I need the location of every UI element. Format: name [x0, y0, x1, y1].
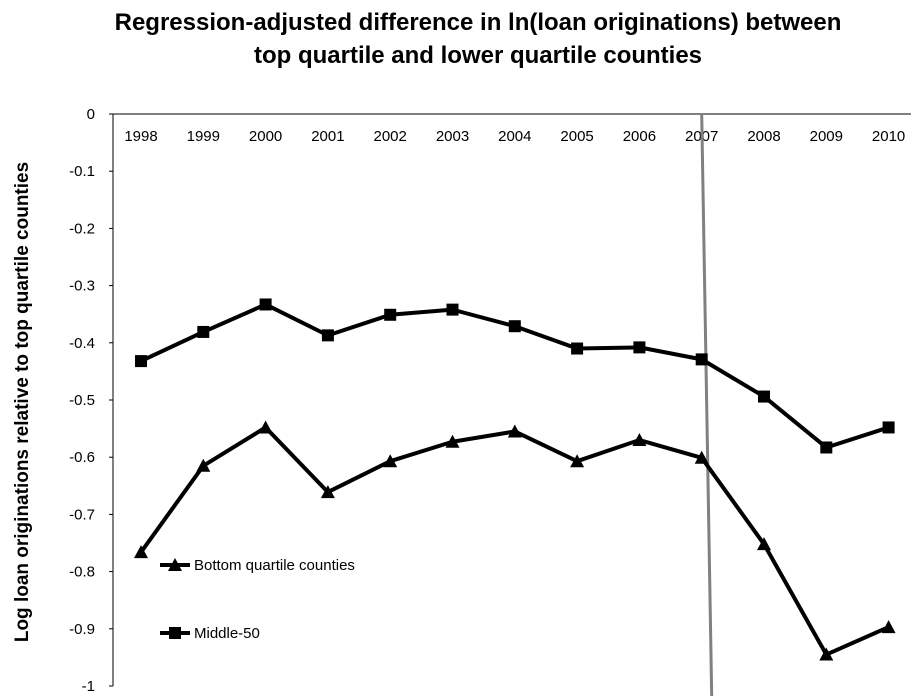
data-point-triangle: [507, 424, 522, 438]
legend-label: Bottom quartile counties: [194, 557, 355, 574]
data-point-triangle: [881, 620, 896, 634]
series-line-bottom-quartile: [139, 425, 890, 657]
data-point-triangle: [632, 433, 647, 447]
y-tick-label: -0.9: [69, 621, 95, 638]
plot-area: 0 -0.1 -0.2 -0.3 -0.4 -0.5 -0.6 -0.7 -0.8 -0.9 -1 1…: [69, 106, 911, 696]
y-tick-label: -0.4: [69, 335, 95, 352]
chart-title-line-1: Regression-adjusted difference in ln(loa…: [115, 9, 842, 36]
data-point-triangle: [196, 458, 211, 472]
x-tick-label: 2005: [560, 128, 593, 145]
x-tick-label: 2009: [810, 128, 843, 145]
x-tick-label: 2003: [436, 128, 469, 145]
x-tick-label: 1998: [124, 128, 157, 145]
data-point-triangle: [445, 434, 460, 448]
data-point-square: [758, 390, 770, 403]
data-point-triangle: [258, 420, 273, 434]
data-point-square: [820, 441, 833, 454]
legend-label: Middle-50: [194, 625, 260, 642]
data-point-square: [384, 308, 397, 321]
y-axis-label: Log loan originations relative to top qu…: [12, 162, 33, 642]
data-point-triangle: [819, 647, 834, 661]
y-tick-label: 0: [87, 106, 95, 123]
data-point-square: [446, 303, 459, 316]
legend-marker-triangle: [168, 558, 182, 571]
x-tick-label: 2000: [249, 128, 282, 145]
data-point-triangle: [570, 454, 585, 468]
x-tick-label: 2008: [747, 128, 780, 145]
x-tick-label: 2004: [498, 128, 531, 145]
legend-marker-square: [169, 627, 181, 639]
data-point-square: [571, 342, 584, 355]
data-point-square: [695, 353, 708, 366]
chart-title-line-2: top quartile and lower quartile counties: [254, 42, 702, 69]
x-tick-label: 2002: [374, 128, 407, 145]
data-point-square: [633, 341, 646, 354]
vertical-marker-line: [700, 113, 714, 696]
y-tick-label: -0.5: [69, 392, 95, 409]
y-tick-label: -0.3: [69, 278, 95, 295]
y-tick-label: -0.2: [69, 220, 95, 237]
data-point-triangle: [694, 450, 709, 464]
y-tick-label: -0.1: [69, 163, 95, 180]
data-point-square: [882, 421, 895, 434]
data-point-triangle: [757, 537, 771, 551]
y-tick-label: -0.6: [69, 449, 95, 466]
x-tick-label: 1999: [187, 128, 220, 145]
data-point-square: [197, 325, 210, 338]
data-point-square: [321, 329, 334, 342]
data-point-triangle: [134, 545, 148, 559]
y-tick-label: -1: [82, 678, 95, 695]
x-tick-label: 2001: [311, 128, 344, 145]
y-tick-label: -0.7: [69, 506, 95, 523]
y-tick-label: -0.8: [69, 564, 95, 581]
x-tick-label: 2006: [623, 128, 656, 145]
data-point-square: [508, 320, 521, 333]
data-point-triangle: [383, 454, 398, 468]
data-point-square: [135, 355, 147, 368]
data-point-square: [259, 298, 272, 311]
data-point-triangle: [320, 485, 335, 499]
x-tick-label: 2010: [872, 128, 905, 145]
